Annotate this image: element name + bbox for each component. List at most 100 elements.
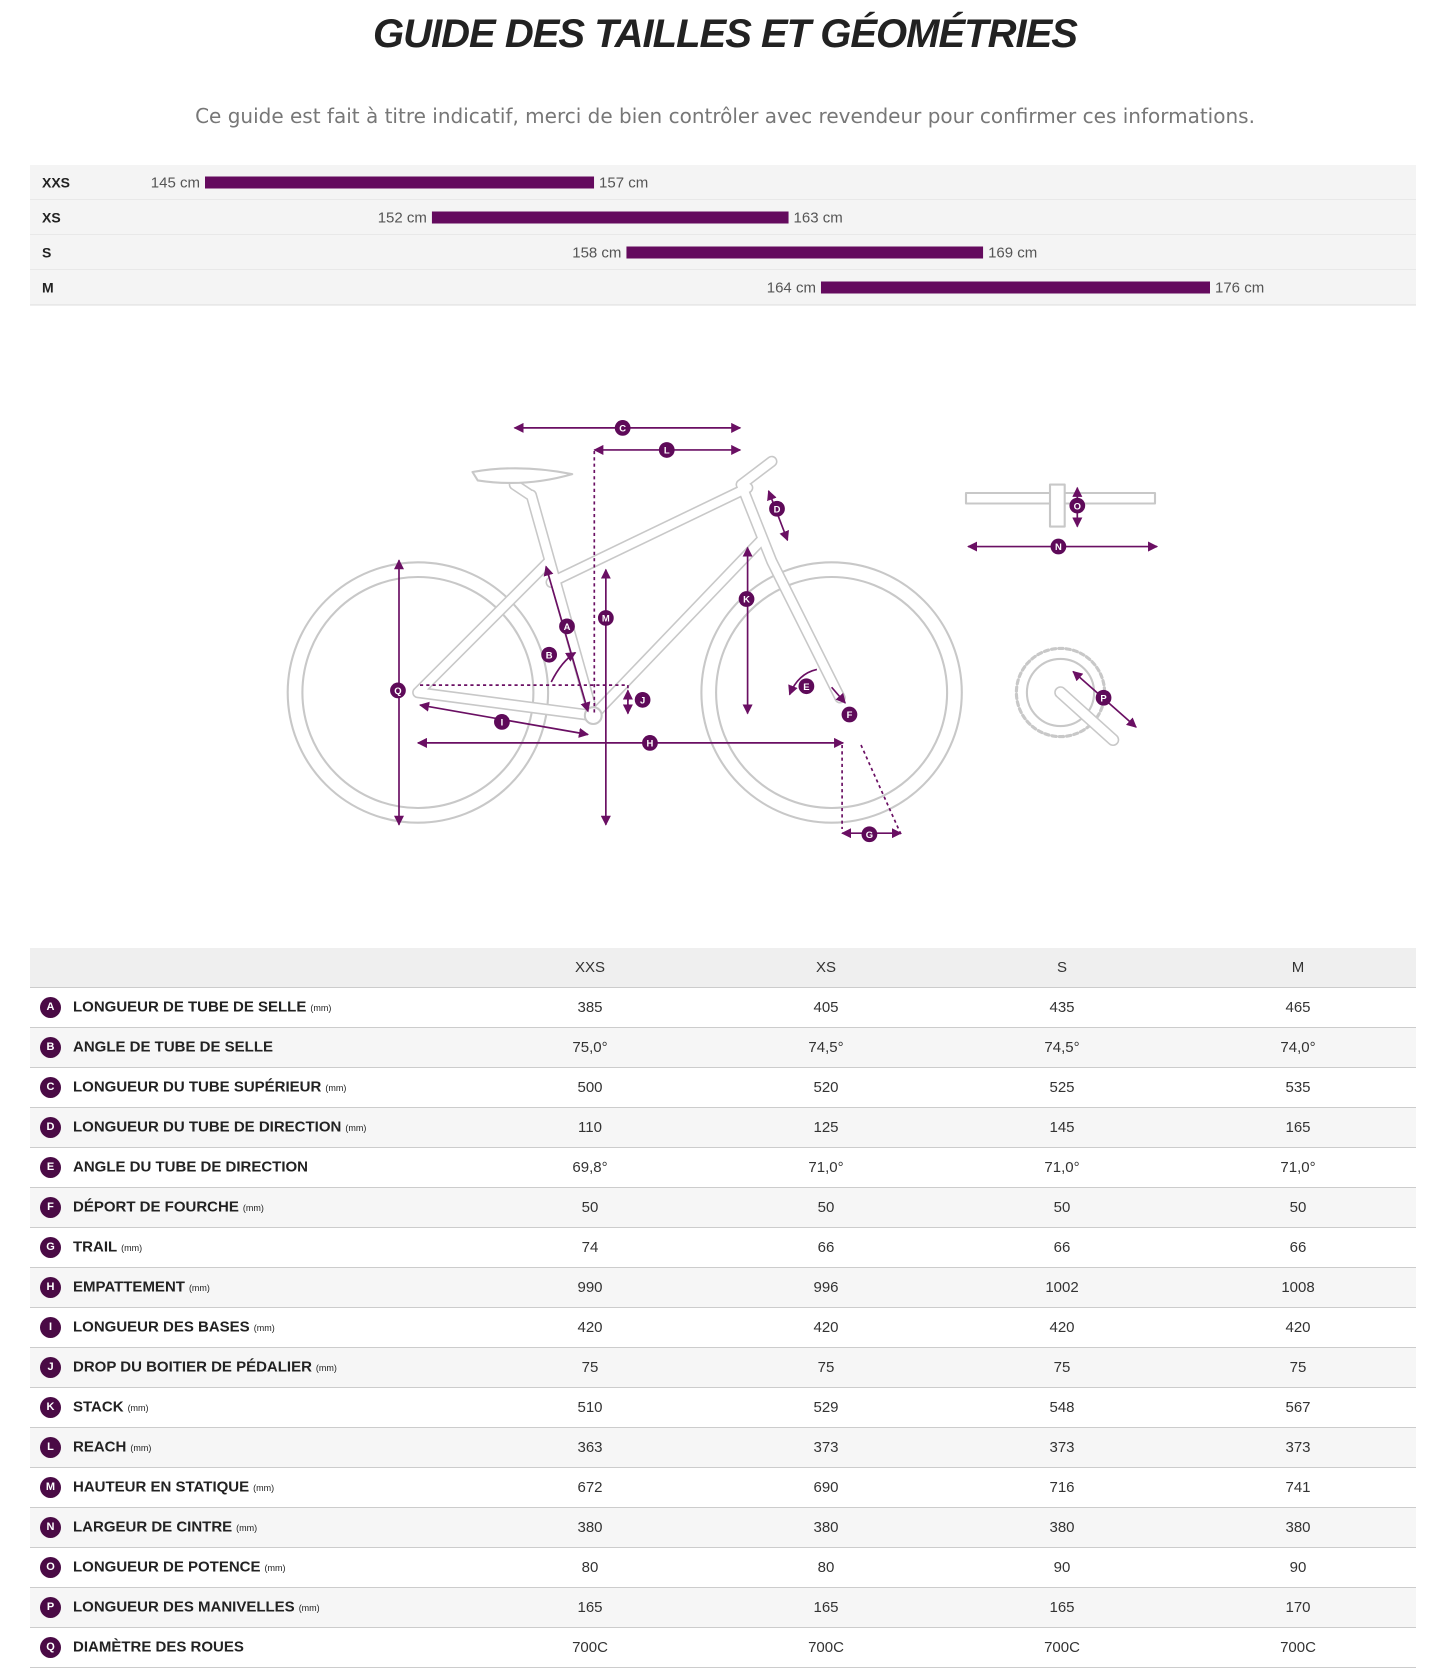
- cell: 385: [472, 987, 708, 1028]
- cell: 66: [1180, 1227, 1416, 1268]
- row-unit: (mm): [127, 1403, 149, 1414]
- row-label: O LONGUEUR DE POTENCE (mm): [30, 1547, 472, 1588]
- diagram-badge: [559, 618, 575, 635]
- cell: 363: [472, 1427, 708, 1468]
- size-label: S: [42, 245, 51, 261]
- row-label: E ANGLE DU TUBE DE DIRECTION: [30, 1147, 472, 1188]
- cell: 420: [944, 1307, 1180, 1348]
- cell: 165: [472, 1587, 708, 1628]
- row-label: D LONGUEUR DU TUBE DE DIRECTION (mm): [30, 1107, 472, 1148]
- diagram-letter: G: [866, 830, 873, 841]
- letter-badge: I: [40, 1317, 61, 1338]
- diagram-letter: F: [847, 710, 853, 721]
- letter-badge: E: [40, 1157, 61, 1178]
- diagram-letter: N: [1055, 542, 1062, 553]
- size-label: M: [42, 280, 54, 296]
- table-row: J DROP DU BOITIER DE PÉDALIER (mm) 75 75 75 75: [30, 1347, 1416, 1388]
- table-row: O LONGUEUR DE POTENCE (mm) 80 80 90 90: [30, 1547, 1416, 1588]
- row-unit: (mm): [264, 1563, 286, 1574]
- diagram-letter: C: [619, 424, 626, 435]
- cell: 700C: [944, 1627, 1180, 1668]
- diagram-badge: [642, 735, 658, 751]
- row-name: STACK: [73, 1398, 124, 1416]
- cell: 525: [944, 1067, 1180, 1108]
- cell: 80: [472, 1547, 708, 1588]
- cell: 75: [472, 1347, 708, 1388]
- diagram-letter: L: [664, 446, 670, 457]
- cell: 75: [944, 1347, 1180, 1388]
- cell: 700C: [708, 1627, 944, 1668]
- table-row: Q DIAMÈTRE DES ROUES 700C 700C 700C 700C: [30, 1627, 1416, 1668]
- diagram-letter: O: [1074, 501, 1081, 512]
- cell: 125: [708, 1107, 944, 1148]
- letter-badge: N: [40, 1517, 61, 1538]
- cell: 741: [1180, 1467, 1416, 1508]
- min-label: 152 cm: [378, 210, 427, 227]
- table-row: N LARGEUR DE CINTRE (mm) 380 380 380 380: [30, 1507, 1416, 1548]
- column-header: S: [944, 948, 1180, 988]
- row-unit: (mm): [236, 1523, 258, 1534]
- letter-badge: D: [40, 1117, 61, 1138]
- max-label: 157 cm: [599, 175, 648, 192]
- row-unit: (mm): [345, 1123, 367, 1134]
- diagram-badge: [541, 646, 558, 663]
- row-unit: (mm): [188, 1283, 210, 1294]
- table-row: M HAUTEUR EN STATIQUE (mm) 672 690 716 741: [30, 1467, 1416, 1508]
- size-bar: [626, 246, 984, 259]
- cell: 75: [1180, 1347, 1416, 1388]
- row-unit: (mm): [298, 1603, 320, 1614]
- diagram-letter: P: [1100, 693, 1106, 704]
- row-name: ANGLE DU TUBE DE DIRECTION: [73, 1158, 309, 1176]
- cell: 420: [1180, 1307, 1416, 1348]
- row-name: LONGUEUR DES BASES: [73, 1318, 250, 1336]
- diagram-badge: [841, 706, 858, 723]
- cell: 50: [944, 1187, 1180, 1228]
- cell: 420: [708, 1307, 944, 1348]
- row-unit: (mm): [253, 1483, 275, 1494]
- header-cell: [30, 948, 472, 988]
- row-label: C LONGUEUR DU TUBE SUPÉRIEUR (mm): [30, 1067, 472, 1108]
- row-name: LONGUEUR DE TUBE DE SELLE: [73, 998, 307, 1016]
- table-row: D LONGUEUR DU TUBE DE DIRECTION (mm) 110 125…: [30, 1107, 1416, 1148]
- min-label: 145 cm: [151, 175, 200, 192]
- row-label: K STACK (mm): [30, 1387, 472, 1428]
- table-row: L REACH (mm) 363 373 373 373: [30, 1427, 1416, 1468]
- table-row: E ANGLE DU TUBE DE DIRECTION 69,8° 71,0° 71,…: [30, 1147, 1416, 1188]
- row-label: L REACH (mm): [30, 1427, 472, 1468]
- cell: 75: [708, 1347, 944, 1388]
- row-name: DÉPORT DE FOURCHE: [73, 1198, 239, 1216]
- cell: 71,0°: [708, 1147, 944, 1188]
- size-bar: [431, 211, 789, 224]
- cell: 71,0°: [944, 1147, 1180, 1188]
- cell: 50: [708, 1187, 944, 1228]
- cell: 700C: [472, 1627, 708, 1668]
- cell: 567: [1180, 1387, 1416, 1428]
- cell: 373: [708, 1427, 944, 1468]
- cell: 529: [708, 1387, 944, 1428]
- cell: 380: [472, 1507, 708, 1548]
- diagram-badge: [1095, 689, 1112, 706]
- diagram-badge: [634, 691, 651, 708]
- cell: 990: [472, 1267, 708, 1308]
- row-unit: (mm): [121, 1243, 143, 1254]
- row-label: P LONGUEUR DES MANIVELLES (mm): [30, 1587, 472, 1628]
- row-name: REACH: [73, 1438, 127, 1456]
- diagram-badge: [1050, 538, 1067, 555]
- letter-badge: O: [40, 1557, 61, 1578]
- diagram-badge: [658, 442, 675, 458]
- cell: 420: [472, 1307, 708, 1348]
- row-label: Q DIAMÈTRE DES ROUES: [30, 1627, 472, 1668]
- diagram-badge: [738, 591, 755, 607]
- row-label: F DÉPORT DE FOURCHE (mm): [30, 1187, 472, 1228]
- cell: 90: [1180, 1547, 1416, 1588]
- row-label: G TRAIL (mm): [30, 1227, 472, 1268]
- cell: 74,5°: [944, 1027, 1180, 1068]
- cell: 69,8°: [472, 1147, 708, 1188]
- cell: 165: [944, 1587, 1180, 1628]
- letter-badge: K: [40, 1397, 61, 1418]
- cell: 74: [472, 1227, 708, 1268]
- cell: 74,0°: [1180, 1027, 1416, 1068]
- cell: 1008: [1180, 1267, 1416, 1308]
- diagram-badge: [798, 678, 815, 695]
- geometry-table: XXS XS S M A LONGUEUR DE TUBE DE SELLE (mm) 385…: [30, 948, 1416, 1668]
